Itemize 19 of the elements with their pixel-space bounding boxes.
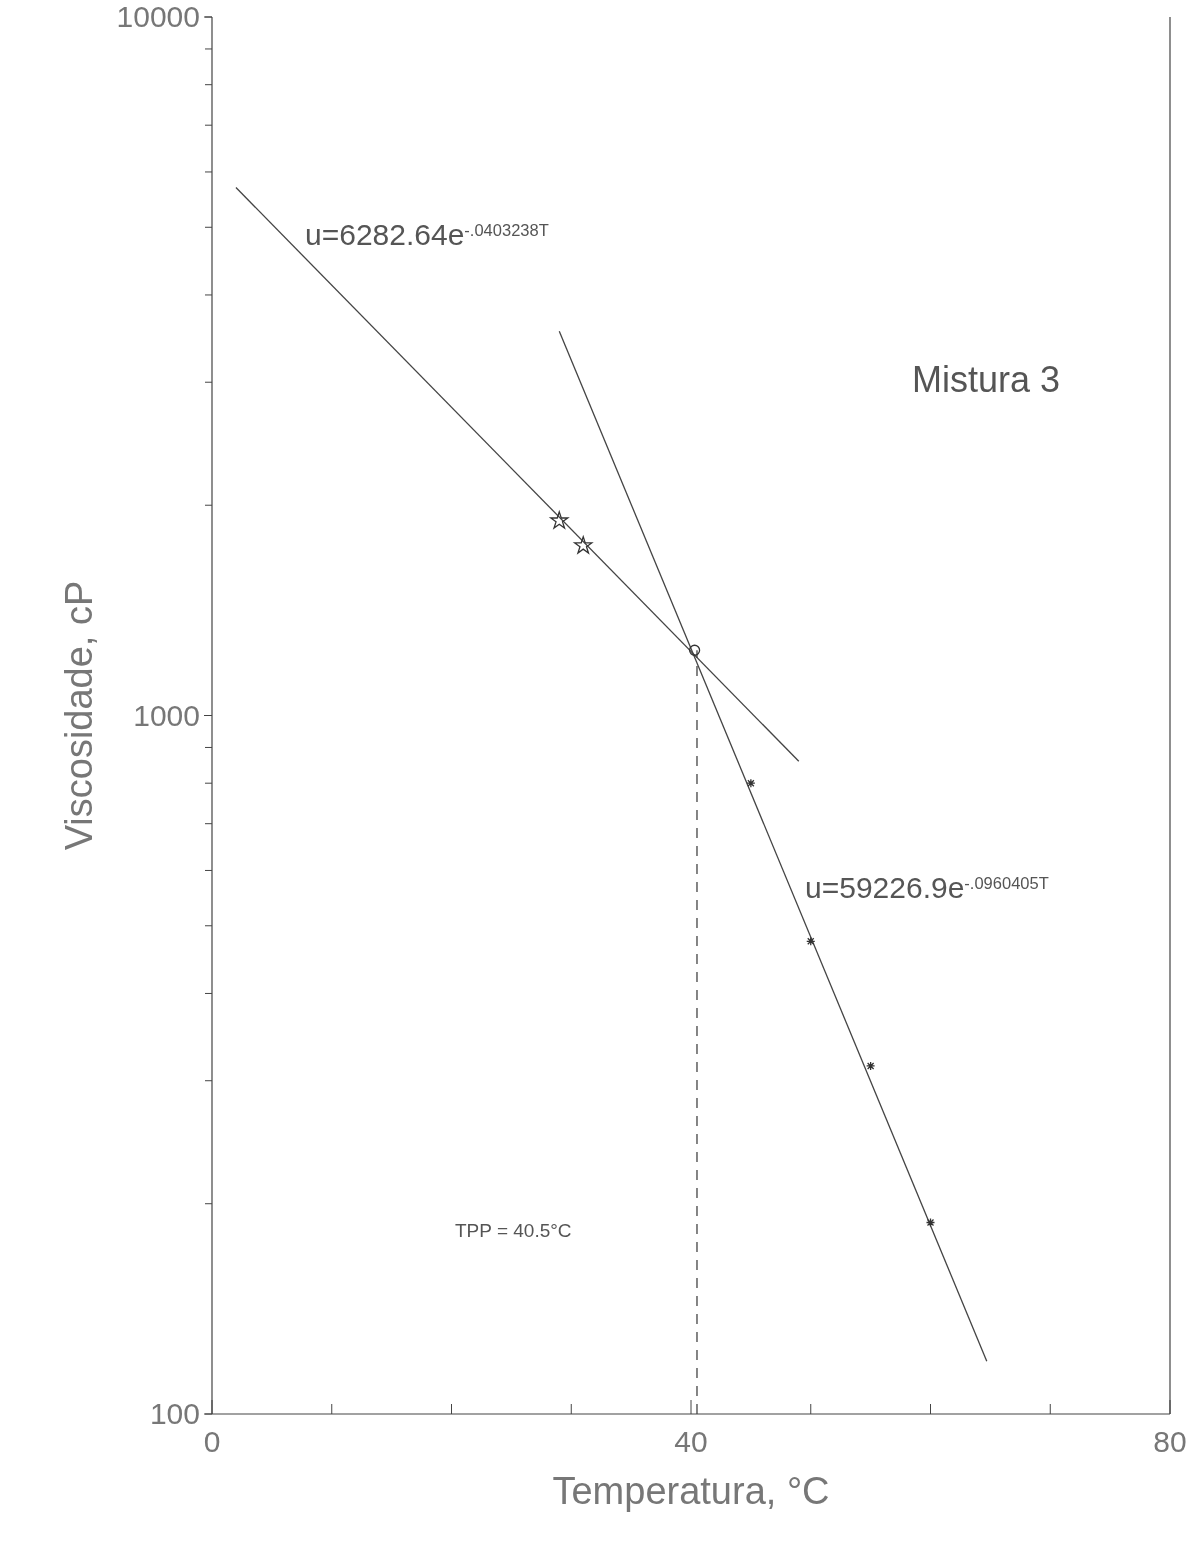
y-axis-title: Viscosidade, cP bbox=[58, 580, 100, 851]
x-axis-title: Temperatura, °C bbox=[552, 1470, 830, 1512]
x-tick-label: 0 bbox=[203, 1425, 221, 1458]
annotation: TPP = 40.5°C bbox=[455, 1220, 572, 1241]
point bbox=[574, 536, 593, 554]
point bbox=[925, 1217, 936, 1228]
x-tick-label: 80 bbox=[1153, 1425, 1187, 1458]
text: Mistura 3 bbox=[911, 359, 1060, 400]
y-tick-label: 10000 bbox=[116, 0, 200, 33]
point bbox=[550, 511, 569, 529]
point bbox=[806, 936, 816, 946]
annotation: u=59226.9e$^{-.0960405T}$ bbox=[805, 871, 1049, 904]
point bbox=[746, 778, 756, 788]
x-tick-label: 40 bbox=[674, 1425, 708, 1458]
y-tick-label: 100 bbox=[149, 1397, 200, 1430]
annotation: u=6282.64e$^{-.0403238T}$ bbox=[305, 218, 549, 251]
y-tick-label: 1000 bbox=[133, 698, 200, 732]
point bbox=[865, 1061, 876, 1071]
point bbox=[688, 644, 701, 656]
